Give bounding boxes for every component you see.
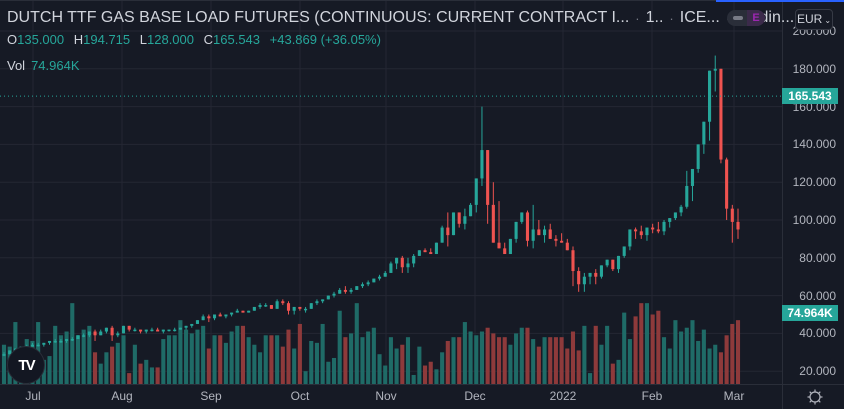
separator: ·	[669, 10, 674, 26]
price-axis-tick: 140.000	[792, 137, 836, 152]
volume-tag: 74.964K	[782, 305, 838, 321]
time-axis-tick: Feb	[641, 389, 663, 403]
volume-label: Vol	[7, 58, 26, 73]
tradingview-logo[interactable]: TV	[7, 346, 45, 384]
price-axis-tick: 180.000	[792, 61, 836, 76]
open-label: O	[7, 32, 18, 47]
chevron-down-icon: ⌄	[824, 16, 832, 25]
time-axis-tick: Jul	[25, 389, 41, 403]
minus-icon	[733, 16, 743, 20]
toolbar-accent-bar	[716, 0, 844, 2]
time-axis-tick: Dec	[464, 389, 486, 403]
time-axis-tick: Sep	[200, 389, 222, 403]
close-value: 165.543	[213, 32, 261, 47]
price-axis-tick: 120.000	[792, 175, 836, 190]
time-axis-tick: Aug	[111, 389, 133, 403]
price-axis-tick: 80.000	[799, 250, 836, 265]
high-value: 194.715	[83, 32, 131, 47]
chart-legend: DUTCH TTF GAS BASE LOAD FUTURES (CONTINU…	[7, 8, 794, 73]
last-price-tag: 165.543	[782, 88, 838, 104]
low-label: L	[139, 32, 147, 47]
currency-label: EUR	[796, 12, 823, 26]
time-axis-tick: Oct	[290, 389, 310, 403]
separator: ·	[635, 10, 640, 26]
price-axis-tick: 100.000	[792, 213, 836, 227]
high-label: H	[73, 32, 84, 47]
time-axis-tick: 2022	[549, 389, 577, 403]
time-axis-tick: Nov	[375, 389, 397, 403]
change-value: +43.869 (+36.05%)	[269, 32, 381, 47]
e-badge: E	[747, 10, 765, 26]
volume-value: 74.964K	[31, 58, 80, 73]
exchange-label[interactable]: ICE...	[679, 9, 720, 26]
low-value: 128.000	[147, 32, 194, 47]
symbol-title-row[interactable]: DUTCH TTF GAS BASE LOAD FUTURES (CONTINU…	[7, 8, 794, 28]
extended-hours-toggle[interactable]: E	[727, 10, 765, 26]
symbol-title[interactable]: DUTCH TTF GAS BASE LOAD FUTURES (CONTINU…	[7, 9, 630, 26]
price-axis-tick: 60.000	[799, 288, 836, 303]
open-value: 135.000	[17, 32, 65, 47]
ohlc-values: O135.000 H194.715 L128.000 C165.543 +43.…	[7, 32, 794, 48]
currency-dropdown[interactable]: EUR ⌄	[795, 9, 833, 30]
price-axis-tick: 40.000	[799, 326, 836, 341]
close-label: C	[203, 32, 214, 47]
interval-label[interactable]: 1..	[645, 9, 664, 26]
settings-gear-icon[interactable]	[807, 389, 823, 405]
time-axis-tick: Mar	[723, 389, 745, 403]
volume-legend[interactable]: Vol 74.964K	[7, 58, 794, 73]
price-axis-tick: 20.000	[799, 364, 836, 379]
